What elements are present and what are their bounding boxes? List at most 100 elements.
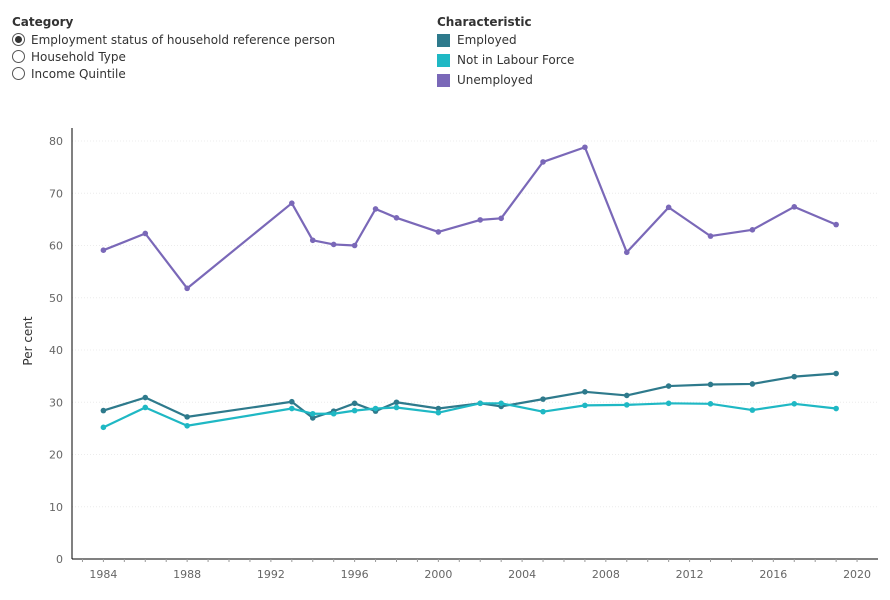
data-point[interactable] [309, 415, 316, 421]
category-option-label: Income Quintile [31, 66, 126, 81]
data-point[interactable] [435, 409, 442, 416]
category-option-income-quintile[interactable]: Income Quintile [12, 65, 126, 82]
data-point[interactable] [791, 204, 798, 210]
data-point[interactable] [142, 230, 149, 237]
data-point[interactable] [833, 370, 839, 377]
data-point[interactable] [749, 407, 756, 413]
legend-swatch-icon [437, 73, 450, 87]
legend-item-unemployed[interactable]: Unemployed [437, 71, 533, 89]
data-point[interactable] [100, 407, 107, 414]
data-point[interactable] [289, 398, 295, 405]
category-option-household-type[interactable]: Household Type [12, 48, 126, 65]
x-tick-label: 2004 [508, 568, 536, 581]
x-tick-label: 2000 [424, 568, 452, 581]
data-point[interactable] [540, 396, 546, 402]
data-point[interactable] [477, 400, 484, 407]
radio-unchecked-icon[interactable] [12, 67, 25, 80]
data-point[interactable] [351, 400, 358, 407]
x-tick-labels: 1984 1988 1992 1996 2000 2004 2008 2012 2016 2020 [89, 568, 871, 581]
y-tick-labels: 0 10 20 30 40 50 60 70 80 [49, 135, 63, 566]
data-point[interactable] [582, 389, 588, 395]
data-point[interactable] [707, 233, 714, 239]
data-point[interactable] [540, 408, 546, 415]
y-tick-label: 30 [49, 396, 63, 409]
data-point[interactable] [749, 381, 756, 387]
data-point[interactable] [623, 402, 630, 408]
chart-series [100, 144, 839, 431]
radio-unchecked-icon[interactable] [12, 50, 25, 63]
data-point[interactable] [477, 217, 484, 223]
data-point[interactable] [289, 405, 295, 412]
data-point[interactable] [707, 381, 714, 388]
y-tick-label: 70 [49, 187, 63, 200]
data-point[interactable] [707, 401, 714, 407]
y-tick-label: 50 [49, 292, 63, 305]
x-tick-label: 1984 [89, 568, 117, 581]
data-point[interactable] [665, 400, 672, 407]
data-point[interactable] [749, 227, 756, 233]
characteristic-legend-title: Characteristic [437, 15, 532, 29]
data-point[interactable] [330, 410, 337, 417]
y-tick-label: 40 [49, 344, 63, 357]
data-point[interactable] [142, 404, 149, 411]
category-option-label: Employment status of household reference… [31, 32, 336, 47]
data-point[interactable] [582, 402, 588, 409]
legend-item-not-in-labour-force[interactable]: Not in Labour Force [437, 51, 574, 69]
data-point[interactable] [184, 414, 190, 420]
legend-item-label: Employed [457, 33, 517, 47]
category-option-employment-status-of-household-reference-person[interactable]: Employment status of household reference… [12, 31, 335, 48]
legend-swatch-icon [437, 53, 450, 67]
data-point[interactable] [623, 392, 630, 399]
data-point[interactable] [351, 242, 358, 249]
data-point[interactable] [393, 399, 400, 406]
y-tick-label: 80 [49, 135, 63, 148]
data-point[interactable] [665, 204, 672, 211]
data-point[interactable] [833, 405, 839, 412]
legend-item-label: Unemployed [457, 73, 533, 87]
data-point[interactable] [142, 394, 149, 401]
radio-checked-icon[interactable] [12, 33, 25, 46]
data-point[interactable] [351, 407, 358, 414]
series-line [103, 372, 837, 420]
data-point[interactable] [393, 215, 400, 221]
data-point[interactable] [289, 200, 295, 206]
data-point[interactable] [435, 405, 442, 412]
y-tick-label: 0 [56, 553, 63, 566]
category-option-label: Household Type [31, 49, 126, 64]
x-tick-label: 1988 [173, 568, 201, 581]
category-title: Category [12, 15, 74, 29]
y-gridlines [72, 140, 878, 508]
legend-item-employed[interactable]: Employed [437, 31, 517, 49]
data-point[interactable] [791, 401, 798, 407]
data-point[interactable] [372, 206, 379, 212]
data-point[interactable] [498, 400, 504, 407]
x-tick-label: 2012 [676, 568, 704, 581]
data-point[interactable] [309, 410, 316, 417]
data-point[interactable] [540, 159, 546, 165]
data-point[interactable] [372, 405, 379, 412]
data-point[interactable] [184, 285, 190, 292]
data-point[interactable] [833, 221, 839, 228]
series-employed [100, 370, 839, 421]
data-point[interactable] [330, 241, 337, 248]
y-tick-label: 60 [49, 240, 63, 253]
data-point[interactable] [623, 249, 630, 256]
y-axis-title: Per cent [21, 316, 35, 366]
chart-axes [71, 128, 878, 562]
series-unemployed [100, 144, 839, 292]
data-point[interactable] [791, 373, 798, 380]
data-point[interactable] [100, 247, 107, 254]
data-point[interactable] [498, 215, 504, 222]
x-tick-label: 2020 [843, 568, 871, 581]
data-point[interactable] [184, 422, 190, 429]
data-point[interactable] [435, 229, 442, 235]
x-tick-label: 2016 [759, 568, 787, 581]
data-point[interactable] [582, 144, 588, 151]
data-point[interactable] [393, 404, 400, 411]
data-point[interactable] [309, 237, 316, 244]
data-point[interactable] [100, 424, 107, 431]
series-line [102, 402, 837, 429]
x-tick-label: 2008 [592, 568, 620, 581]
data-point[interactable] [665, 383, 672, 389]
